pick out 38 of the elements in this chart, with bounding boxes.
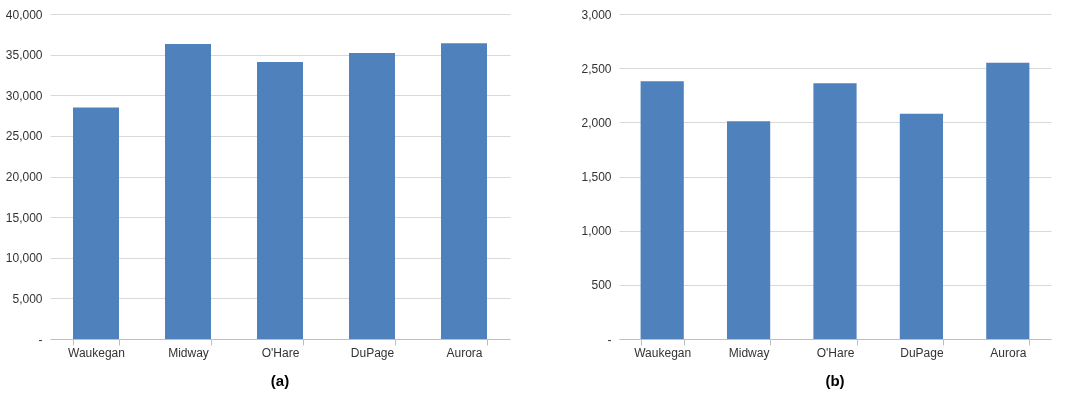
x-tick-label: Aurora xyxy=(446,345,483,360)
y-tick-label: 20,000 xyxy=(5,170,43,184)
y-tick-label: 5,000 xyxy=(12,291,43,306)
x-tick-label: O'Hare xyxy=(816,345,855,360)
bar xyxy=(813,83,857,339)
text: (b) xyxy=(825,372,845,389)
y-tick-label: 35,000 xyxy=(5,48,43,63)
y-tick-label: 2,000 xyxy=(581,115,612,130)
bar xyxy=(727,121,771,339)
x-tick-label: Aurora xyxy=(990,345,1027,360)
bar xyxy=(441,43,487,339)
y-tick-label: 500 xyxy=(591,278,612,293)
x-tick-label: Waukegan xyxy=(634,345,692,360)
x-tick-label: Midway xyxy=(168,345,209,360)
x-tick-label: DuPage xyxy=(900,345,944,360)
bar xyxy=(640,81,684,339)
y-tick-label: 25,000 xyxy=(5,129,43,144)
y-tick-label: 1,500 xyxy=(581,170,612,184)
x-tick-label: O'Hare xyxy=(261,345,300,360)
x-tick-label: Waukegan xyxy=(68,345,125,360)
y-tick-label: 1,000 xyxy=(581,224,612,239)
y-tick-label: 40,000 xyxy=(5,7,43,22)
bar xyxy=(986,62,1030,339)
bar xyxy=(73,107,119,339)
y-tick-label: 30,000 xyxy=(5,88,43,103)
text: (a) xyxy=(270,372,290,389)
bar xyxy=(257,61,303,339)
y-tick-label: 3,000 xyxy=(581,7,612,22)
bar xyxy=(349,53,395,339)
y-tick-label: 2,500 xyxy=(581,61,612,76)
y-tick-label: 10,000 xyxy=(5,251,43,266)
bar xyxy=(899,113,943,339)
y-tick-label: 15,000 xyxy=(5,210,43,225)
x-tick-label: Midway xyxy=(728,345,770,360)
x-tick-label: DuPage xyxy=(350,345,395,360)
y-tick-label: - xyxy=(607,332,612,347)
y-tick-label: - xyxy=(38,332,43,347)
bar xyxy=(165,44,211,339)
